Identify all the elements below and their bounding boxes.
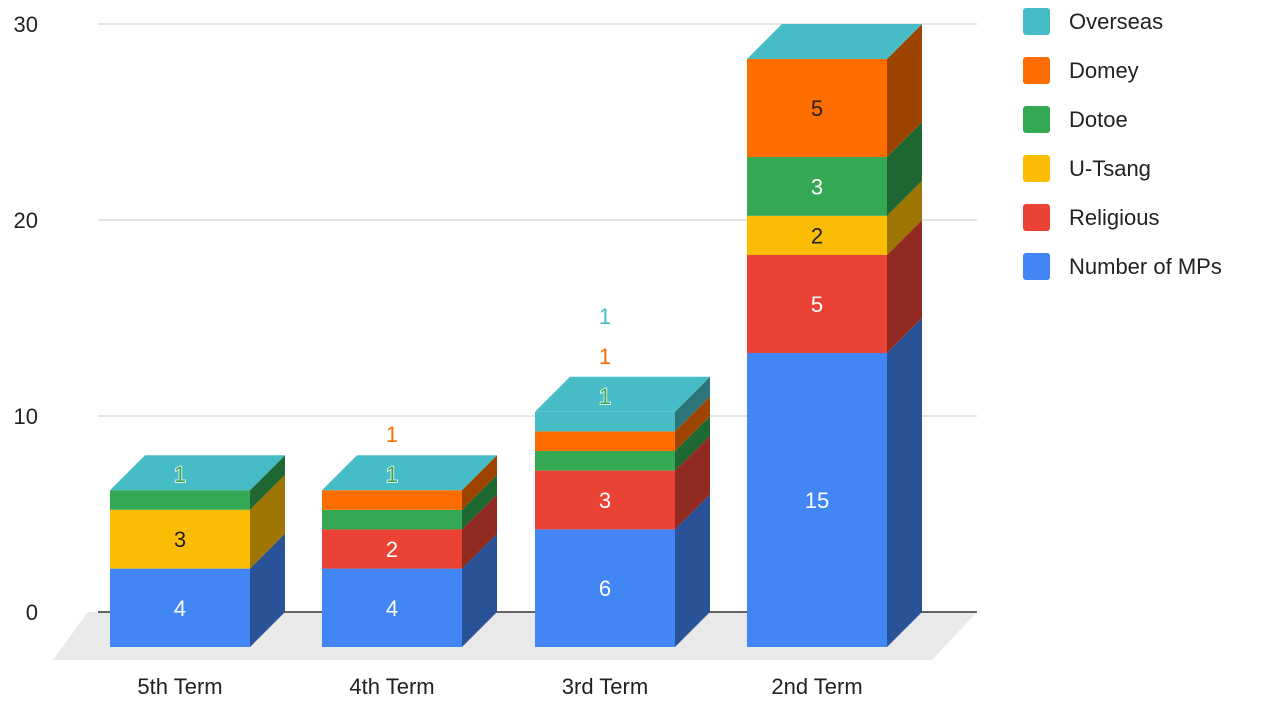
- legend-label: Number of MPs: [1069, 254, 1222, 279]
- legend-label: Religious: [1069, 205, 1160, 230]
- x-tick-label: 3rd Term: [562, 674, 648, 699]
- chart-floor: [53, 612, 977, 660]
- bar-side-dotoe: [675, 416, 710, 471]
- data-label: 1: [386, 422, 398, 447]
- data-label: 3: [174, 527, 186, 552]
- data-label: 2: [386, 537, 398, 562]
- data-label: 5: [811, 292, 823, 317]
- bar-side-religious: [887, 220, 922, 353]
- legend-label: Dotoe: [1069, 107, 1128, 132]
- bar-side-number-of-mps: [250, 533, 285, 647]
- legend-swatch: [1023, 155, 1050, 182]
- y-axis: 0 10 20 30: [14, 12, 38, 625]
- bar-side-domey: [675, 396, 710, 451]
- x-tick-label: 5th Term: [137, 674, 222, 699]
- data-label: 2: [811, 223, 823, 248]
- bar-side-religious: [675, 435, 710, 530]
- data-label: 1: [599, 304, 611, 329]
- bar-segment-domey: [535, 431, 675, 451]
- bar-segment-religious: [322, 529, 462, 569]
- y-tick-label: 0: [26, 600, 38, 625]
- legend-swatch: [1023, 106, 1050, 133]
- bar-side-u-tsang: [887, 180, 922, 255]
- bar-side-overseas: [675, 376, 710, 432]
- bar-side-dotoe: [250, 455, 285, 510]
- bar-side-number-of-mps: [462, 533, 497, 647]
- floor-plane: [53, 612, 977, 660]
- legend: Overseas Domey Dotoe U-Tsang Religious Number…: [1023, 8, 1222, 280]
- legend-label: U-Tsang: [1069, 156, 1151, 181]
- bar-segment-domey: [322, 490, 462, 510]
- bar-top-face: [110, 455, 285, 491]
- bar-segment-u-tsang: [110, 509, 250, 569]
- bar-side-number-of-mps: [675, 494, 710, 647]
- bar-side-domey: [462, 455, 497, 510]
- x-tick-label: 4th Term: [349, 674, 434, 699]
- data-label: 1: [386, 462, 398, 487]
- data-label: 6: [599, 576, 611, 601]
- x-tick-label: 2nd Term: [771, 674, 862, 699]
- legend-label: Overseas: [1069, 9, 1163, 34]
- bar-segment-number-of-mps: [747, 353, 887, 647]
- bar-segment-domey: [747, 59, 887, 157]
- bar-top-face: [747, 24, 922, 59]
- bar-side-dotoe: [887, 122, 922, 216]
- bar-segment-dotoe: [747, 157, 887, 216]
- bar-side-number-of-mps: [887, 318, 922, 647]
- legend-swatch: [1023, 253, 1050, 280]
- bar-segment-u-tsang: [747, 215, 887, 255]
- bar-side-domey: [887, 24, 922, 157]
- legend-label: Domey: [1069, 58, 1139, 83]
- data-label: 5: [811, 96, 823, 121]
- bar-segment-number-of-mps: [322, 568, 462, 647]
- data-label: 3: [599, 488, 611, 513]
- bar-segment-religious: [747, 255, 887, 353]
- bar-segment-dotoe: [110, 490, 250, 510]
- bar-top-face: [535, 376, 710, 412]
- bar-segment-overseas: [535, 411, 675, 432]
- data-label: 4: [386, 596, 398, 621]
- legend-swatch: [1023, 204, 1050, 231]
- y-tick-label: 10: [14, 404, 38, 429]
- bar-segment-dotoe: [535, 451, 675, 471]
- bar-segment-number-of-mps: [110, 568, 250, 647]
- legend-swatch: [1023, 57, 1050, 84]
- bar-side-religious: [462, 494, 497, 569]
- bar-side-dotoe: [462, 474, 497, 530]
- data-label: 1: [599, 384, 611, 409]
- data-label: 3: [811, 174, 823, 199]
- data-label: 1: [174, 462, 186, 487]
- data-label: 1: [599, 344, 611, 369]
- bar-segment-dotoe: [322, 509, 462, 530]
- bar-side-u-tsang: [250, 474, 285, 569]
- data-label: 4: [174, 596, 186, 621]
- data-label: 15: [805, 488, 829, 513]
- bar-segment-religious: [535, 470, 675, 530]
- y-tick-label: 30: [14, 12, 38, 37]
- bar-top-face: [322, 455, 497, 491]
- legend-swatch: [1023, 8, 1050, 35]
- x-axis: 5th Term 4th Term 3rd Term 2nd Term: [137, 674, 862, 699]
- bars: 4 3 1 4 2 1 1 6 3 1 1 1 15 5 2 3 5: [110, 24, 922, 647]
- y-tick-label: 20: [14, 208, 38, 233]
- bar-segment-number-of-mps: [535, 529, 675, 647]
